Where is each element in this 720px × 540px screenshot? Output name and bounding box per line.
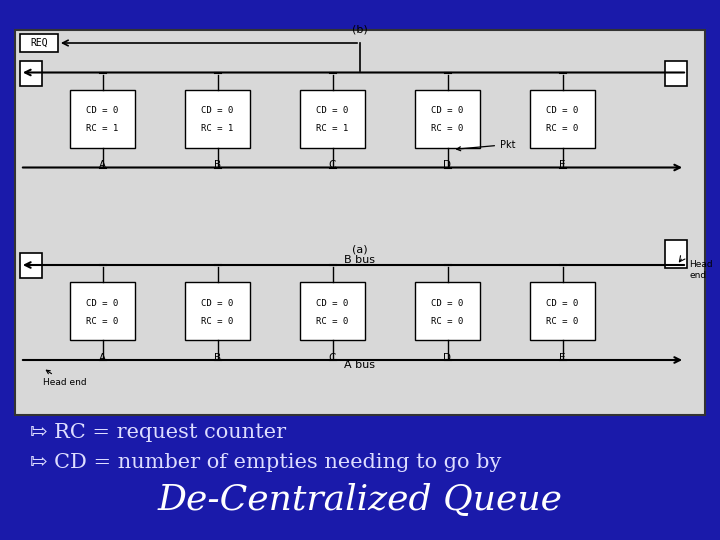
- Text: A bus: A bus: [344, 360, 376, 370]
- Text: CD = 0: CD = 0: [202, 106, 233, 115]
- Text: REQ: REQ: [30, 38, 48, 48]
- Text: (a): (a): [352, 245, 368, 255]
- Text: CD = 0: CD = 0: [546, 106, 579, 115]
- Text: RC = 0: RC = 0: [86, 316, 119, 326]
- Text: RC = 0: RC = 0: [431, 124, 464, 133]
- Bar: [185, 90, 250, 147]
- Text: E: E: [559, 160, 566, 171]
- Text: RC = 0: RC = 0: [202, 316, 233, 326]
- Bar: [15, 30, 705, 415]
- Bar: [20, 253, 42, 278]
- Text: (b): (b): [352, 24, 368, 34]
- Text: Pkt: Pkt: [456, 139, 516, 151]
- Text: RC = 1: RC = 1: [86, 124, 119, 133]
- Text: CD = 0: CD = 0: [431, 106, 464, 115]
- Text: Head
end: Head end: [689, 260, 713, 280]
- Bar: [530, 282, 595, 340]
- Text: D: D: [444, 160, 451, 171]
- Bar: [530, 90, 595, 147]
- Text: D: D: [444, 353, 451, 363]
- Text: E: E: [559, 353, 566, 363]
- Bar: [300, 90, 365, 147]
- Text: RC = 0: RC = 0: [316, 316, 348, 326]
- Text: RC = 0: RC = 0: [546, 316, 579, 326]
- Text: RC = 0: RC = 0: [546, 124, 579, 133]
- Text: ⇰ CD = number of empties needing to go by: ⇰ CD = number of empties needing to go b…: [30, 453, 501, 471]
- Bar: [70, 90, 135, 147]
- Text: Head end: Head end: [43, 370, 86, 387]
- Text: CD = 0: CD = 0: [202, 299, 233, 307]
- Bar: [665, 60, 687, 85]
- Text: De-Centralized Queue: De-Centralized Queue: [158, 483, 562, 517]
- Bar: [300, 282, 365, 340]
- Text: C: C: [329, 353, 336, 363]
- Bar: [20, 34, 58, 52]
- Bar: [70, 282, 135, 340]
- Text: CD = 0: CD = 0: [316, 106, 348, 115]
- Text: CD = 0: CD = 0: [546, 299, 579, 307]
- Bar: [415, 282, 480, 340]
- Text: RC = 0: RC = 0: [431, 316, 464, 326]
- Bar: [20, 60, 42, 85]
- Text: CD = 0: CD = 0: [86, 299, 119, 307]
- Text: B bus: B bus: [344, 255, 376, 265]
- Text: ⇰ RC = request counter: ⇰ RC = request counter: [30, 422, 286, 442]
- Text: CD = 0: CD = 0: [86, 106, 119, 115]
- Text: A: A: [99, 353, 106, 363]
- Bar: [415, 90, 480, 147]
- Text: CD = 0: CD = 0: [431, 299, 464, 307]
- Text: C: C: [329, 160, 336, 171]
- Text: A: A: [99, 160, 106, 171]
- Bar: [665, 240, 687, 268]
- Text: RC = 1: RC = 1: [316, 124, 348, 133]
- Text: CD = 0: CD = 0: [316, 299, 348, 307]
- Bar: [185, 282, 250, 340]
- Text: RC = 1: RC = 1: [202, 124, 233, 133]
- Text: B: B: [214, 353, 221, 363]
- Text: B: B: [214, 160, 221, 171]
